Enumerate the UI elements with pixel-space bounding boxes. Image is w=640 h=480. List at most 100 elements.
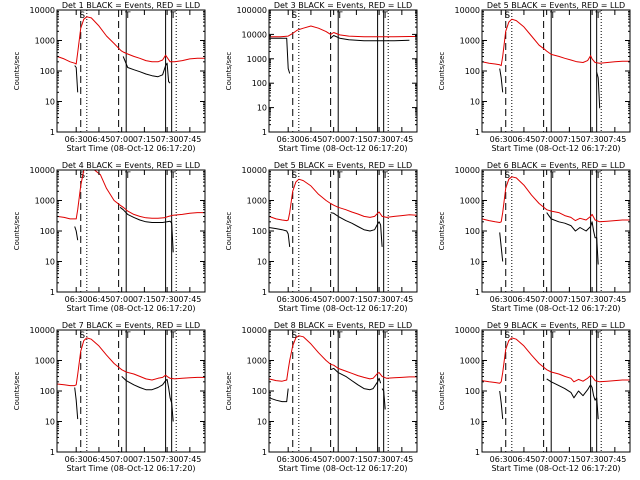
marker-s: S (291, 171, 297, 181)
y-tick-label: 10000 (30, 326, 55, 335)
x-tick-label: 06:45 (299, 455, 322, 464)
y-tick-label: 10000 (242, 326, 267, 335)
x-tick-label: 07:45 (178, 135, 201, 144)
y-tick-label: 1000 (35, 197, 55, 206)
y-tick-label: 1 (262, 128, 267, 137)
y-tick-label: 10 (45, 258, 55, 267)
x-tick-label: 06:30 (490, 455, 513, 464)
x-tick-label: 06:45 (87, 295, 110, 304)
series-events (122, 56, 171, 84)
series-events (268, 227, 291, 247)
series-events (121, 376, 174, 422)
y-axis-label: Counts/sec (225, 372, 233, 411)
x-tick-label: 07:45 (390, 135, 413, 144)
x-axis-label: Start Time (08-Oct-12 06:17:20) (491, 304, 620, 313)
series-events (499, 68, 504, 93)
x-axis-label: Start Time (08-Oct-12 06:17:20) (66, 144, 195, 153)
y-tick-label: 10 (45, 418, 55, 427)
marker-t: T (336, 331, 343, 341)
series-events (546, 378, 599, 420)
x-tick-label: 07:15 (345, 295, 368, 304)
y-axis-label: Counts/sec (13, 212, 21, 251)
panel-title: Det 6 BLACK = Events, RED = LLD (487, 161, 625, 170)
plot-frame (56, 9, 206, 133)
x-tick-label: 06:30 (277, 295, 300, 304)
y-axis-label: Counts/sec (438, 212, 446, 251)
x-tick-label: 07:00 (322, 455, 345, 464)
series-lld (269, 25, 417, 38)
series-events (546, 212, 599, 265)
y-tick-label: 1 (50, 448, 55, 457)
x-tick-label: 06:45 (512, 295, 535, 304)
x-tick-label: 07:15 (133, 295, 156, 304)
y-tick-label: 100 (465, 227, 480, 236)
y-axis-label: Counts/sec (438, 52, 446, 91)
series-lld (56, 16, 205, 65)
marker-t: T (124, 331, 131, 341)
series-events (74, 387, 79, 420)
x-tick-label: 06:30 (65, 295, 88, 304)
y-tick-label: 10000 (455, 166, 480, 175)
panel-title: Det 5 BLACK = Events, RED = LLD (487, 1, 625, 10)
y-tick-label: 10 (45, 98, 55, 107)
y-tick-label: 100 (252, 79, 267, 88)
marker-t: T (169, 11, 176, 21)
panel-title: Det 5 BLACK = Events, RED = LLD (274, 161, 412, 170)
marker-t: T (336, 171, 343, 181)
x-tick-label: 07:30 (581, 135, 604, 144)
y-tick-label: 10000 (455, 326, 480, 335)
y-tick-label: 10000 (30, 6, 55, 15)
marker-t: T (124, 171, 131, 181)
y-tick-label: 100 (465, 387, 480, 396)
y-tick-label: 1 (50, 128, 55, 137)
y-tick-label: 1000 (460, 197, 480, 206)
series-lld (481, 337, 630, 384)
plot-frame (268, 329, 418, 453)
x-tick-label: 06:30 (490, 295, 513, 304)
y-axis-label: Counts/sec (225, 212, 233, 251)
x-tick-label: 07:30 (156, 135, 179, 144)
x-tick-label: 07:00 (322, 135, 345, 144)
x-tick-label: 07:00 (322, 295, 345, 304)
marker-s: S (504, 11, 510, 21)
x-tick-label: 06:45 (299, 135, 322, 144)
x-tick-label: 07:00 (110, 455, 133, 464)
y-tick-label: 1 (262, 448, 267, 457)
x-tick-label: 07:00 (535, 295, 558, 304)
series-events (330, 212, 383, 247)
x-tick-label: 07:30 (368, 455, 391, 464)
panel-title: Det 4 BLACK = Events, RED = LLD (62, 161, 200, 170)
y-tick-label: 100000 (236, 6, 267, 15)
series-events (269, 37, 291, 74)
x-tick-label: 06:30 (65, 135, 88, 144)
plot-frame (268, 169, 418, 293)
x-tick-label: 06:45 (87, 455, 110, 464)
x-tick-label: 07:45 (178, 455, 201, 464)
y-tick-label: 1 (262, 288, 267, 297)
y-tick-label: 1 (475, 448, 480, 457)
x-tick-label: 07:45 (603, 295, 626, 304)
x-tick-label: 06:30 (490, 135, 513, 144)
marker-t: T (549, 11, 556, 21)
series-events (74, 65, 79, 93)
y-tick-label: 10000 (30, 166, 55, 175)
panel-title: Det 7 BLACK = Events, RED = LLD (62, 321, 200, 330)
series-events (330, 35, 410, 42)
y-axis-label: Counts/sec (225, 52, 233, 91)
x-tick-label: 07:15 (558, 135, 581, 144)
series-lld (56, 169, 205, 220)
marker-t: T (169, 331, 176, 341)
plot-frame (481, 329, 631, 453)
x-tick-label: 07:15 (558, 455, 581, 464)
y-tick-label: 1000 (460, 37, 480, 46)
marker-s: S (291, 331, 297, 341)
plot-frame (56, 329, 206, 453)
x-tick-label: 07:30 (156, 455, 179, 464)
marker-t: T (336, 11, 343, 21)
plot-frame (56, 169, 206, 293)
